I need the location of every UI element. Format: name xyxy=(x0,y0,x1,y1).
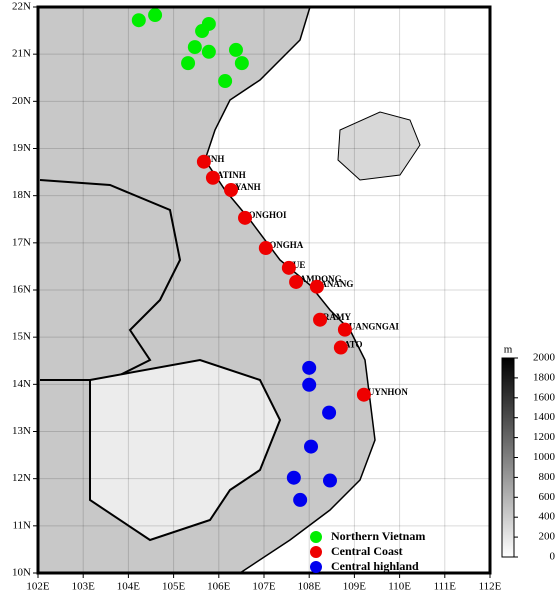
x-tick-label: 104E xyxy=(117,581,141,593)
x-tick-label: 111E xyxy=(434,581,457,593)
station-point xyxy=(333,340,348,355)
station-label: VINH xyxy=(201,154,225,164)
colorbar-tick-label: 200 xyxy=(539,531,556,543)
station-label: QUANGNGAI xyxy=(342,322,399,332)
legend-label: Central Coast xyxy=(331,544,403,558)
y-tick-label: 11N xyxy=(12,519,31,531)
station-point xyxy=(293,492,308,507)
station-point xyxy=(302,360,317,375)
colorbar-tick-label: 600 xyxy=(539,491,556,503)
colorbar-label: m xyxy=(504,344,513,356)
station-label: BATO xyxy=(338,340,363,350)
station-label: DONGHOI xyxy=(242,210,287,220)
legend-label: Central highland xyxy=(331,559,419,573)
station-point xyxy=(205,170,220,185)
y-tick-label: 17N xyxy=(12,236,31,248)
colorbar-tick-label: 1000 xyxy=(533,451,556,463)
x-tick-label: 112E xyxy=(479,581,502,593)
y-tick-label: 22N xyxy=(12,1,31,13)
station-point xyxy=(234,56,249,71)
colorbar-tick-label: 2000 xyxy=(533,352,556,364)
hainan xyxy=(337,111,421,181)
x-tick-label: 103E xyxy=(72,581,96,593)
station-point xyxy=(201,16,216,31)
x-tick-label: 110E xyxy=(388,581,411,593)
colorbar-tick-label: 400 xyxy=(539,511,556,523)
x-tick-label: 108E xyxy=(298,581,322,593)
station-point xyxy=(322,405,337,420)
station-point xyxy=(313,312,328,327)
y-tick-label: 20N xyxy=(12,95,31,107)
y-tick-label: 14N xyxy=(12,378,31,390)
colorbar-tick-label: 1800 xyxy=(533,371,556,383)
station-point xyxy=(304,439,319,454)
station-point xyxy=(218,74,233,89)
x-tick-label: 105E xyxy=(162,581,186,593)
colorbar-tick-label: 1400 xyxy=(533,411,556,423)
station-point xyxy=(131,13,146,28)
station-point xyxy=(286,470,301,485)
x-tick-label: 107E xyxy=(252,581,276,593)
station-point xyxy=(187,40,202,55)
station-point xyxy=(148,8,163,23)
station-point xyxy=(356,387,371,402)
station-point xyxy=(258,241,273,256)
colorbar-tick-label: 1600 xyxy=(533,391,556,403)
station-point xyxy=(309,279,324,294)
legend-label: Northern Vietnam xyxy=(331,529,425,543)
y-tick-label: 16N xyxy=(12,284,31,296)
legend-marker xyxy=(310,546,322,558)
station-point xyxy=(224,183,239,198)
x-tick-label: 109E xyxy=(343,581,367,593)
lowland xyxy=(89,358,282,542)
station-label: DANANG xyxy=(314,279,354,289)
station-label: DONGHA xyxy=(263,240,304,250)
y-tick-label: 15N xyxy=(12,331,31,343)
station-label: QUYNHON xyxy=(361,387,409,397)
station-point xyxy=(196,154,211,169)
station-point xyxy=(289,274,304,289)
colorbar-tick-label: 1200 xyxy=(533,431,556,443)
colorbar xyxy=(501,357,515,558)
colorbar-tick-label: 800 xyxy=(539,471,556,483)
station-point xyxy=(238,210,253,225)
station-point xyxy=(281,260,296,275)
station-label: KYANH xyxy=(228,182,261,192)
station-label: NAMDONG xyxy=(293,274,342,284)
station-label: HUE xyxy=(286,260,306,270)
y-tick-label: 10N xyxy=(12,567,31,579)
x-tick-label: 102E xyxy=(26,581,50,593)
station-point xyxy=(181,56,196,71)
y-tick-label: 13N xyxy=(12,425,31,437)
legend-marker xyxy=(310,561,322,573)
station-point xyxy=(337,322,352,337)
station-point xyxy=(201,44,216,59)
legend-marker xyxy=(310,531,322,543)
x-tick-label: 106E xyxy=(207,581,231,593)
y-tick-label: 12N xyxy=(12,472,31,484)
station-label: TRAMY xyxy=(317,312,351,322)
station-point xyxy=(322,473,337,488)
station-point xyxy=(302,377,317,392)
station-label: HATINH xyxy=(210,170,246,180)
y-tick-label: 21N xyxy=(12,48,31,60)
y-tick-label: 19N xyxy=(12,142,31,154)
colorbar-tick-label: 0 xyxy=(550,551,556,563)
y-tick-label: 18N xyxy=(12,189,31,201)
station-point xyxy=(228,42,243,57)
